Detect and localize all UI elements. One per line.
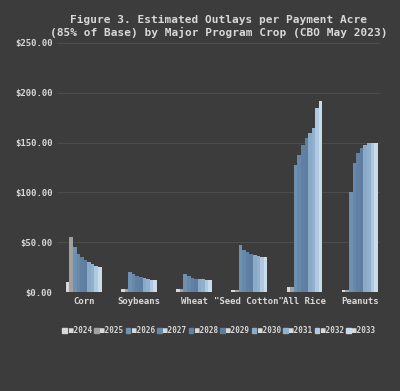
Bar <box>256 256 260 292</box>
Bar <box>294 165 297 292</box>
Bar <box>183 274 187 292</box>
Bar <box>260 257 264 292</box>
Bar <box>264 257 267 292</box>
Bar <box>342 290 345 292</box>
Bar <box>176 289 180 292</box>
Bar <box>349 192 352 292</box>
Title: Figure 3. Estimated Outlays per Payment Acre
(85% of Base) by Major Program Crop: Figure 3. Estimated Outlays per Payment … <box>50 15 388 38</box>
Bar <box>235 290 238 292</box>
Bar <box>76 254 80 292</box>
Bar <box>128 272 132 292</box>
Bar <box>190 278 194 292</box>
Bar <box>201 279 205 292</box>
Bar <box>91 264 94 292</box>
Bar <box>231 290 235 292</box>
Bar <box>238 245 242 292</box>
Legend: ■2024, ■2025, ■2026, ■2027, ■2028, ■2029, ■2030, ■2031, ■2032, ■2033: ■2024, ■2025, ■2026, ■2027, ■2028, ■2029… <box>60 323 378 338</box>
Bar <box>246 252 249 292</box>
Bar <box>94 266 98 292</box>
Bar <box>121 289 124 292</box>
Bar <box>253 255 256 292</box>
Bar <box>98 267 102 292</box>
Bar <box>304 138 308 292</box>
Bar <box>124 289 128 292</box>
Bar <box>367 143 370 292</box>
Bar <box>374 143 378 292</box>
Bar <box>135 276 139 292</box>
Bar <box>187 276 190 292</box>
Bar <box>80 257 84 292</box>
Bar <box>242 250 246 292</box>
Bar <box>132 274 135 292</box>
Bar <box>301 145 304 292</box>
Bar <box>73 248 76 292</box>
Bar <box>356 152 360 292</box>
Bar <box>66 282 69 292</box>
Bar <box>87 262 91 292</box>
Bar <box>194 279 198 292</box>
Bar <box>308 133 312 292</box>
Bar <box>312 127 315 292</box>
Bar <box>139 277 142 292</box>
Bar <box>69 237 73 292</box>
Bar <box>290 287 294 292</box>
Bar <box>360 147 363 292</box>
Bar <box>150 280 153 292</box>
Bar <box>84 260 87 292</box>
Bar <box>363 145 367 292</box>
Bar <box>142 278 146 292</box>
Bar <box>286 287 290 292</box>
Bar <box>370 143 374 292</box>
Bar <box>205 280 208 292</box>
Bar <box>153 280 157 292</box>
Bar <box>315 108 319 292</box>
Bar <box>198 279 201 292</box>
Bar <box>208 280 212 292</box>
Bar <box>319 100 322 292</box>
Bar <box>180 289 183 292</box>
Bar <box>249 254 253 292</box>
Bar <box>352 163 356 292</box>
Bar <box>146 279 150 292</box>
Bar <box>297 154 301 292</box>
Bar <box>345 290 349 292</box>
